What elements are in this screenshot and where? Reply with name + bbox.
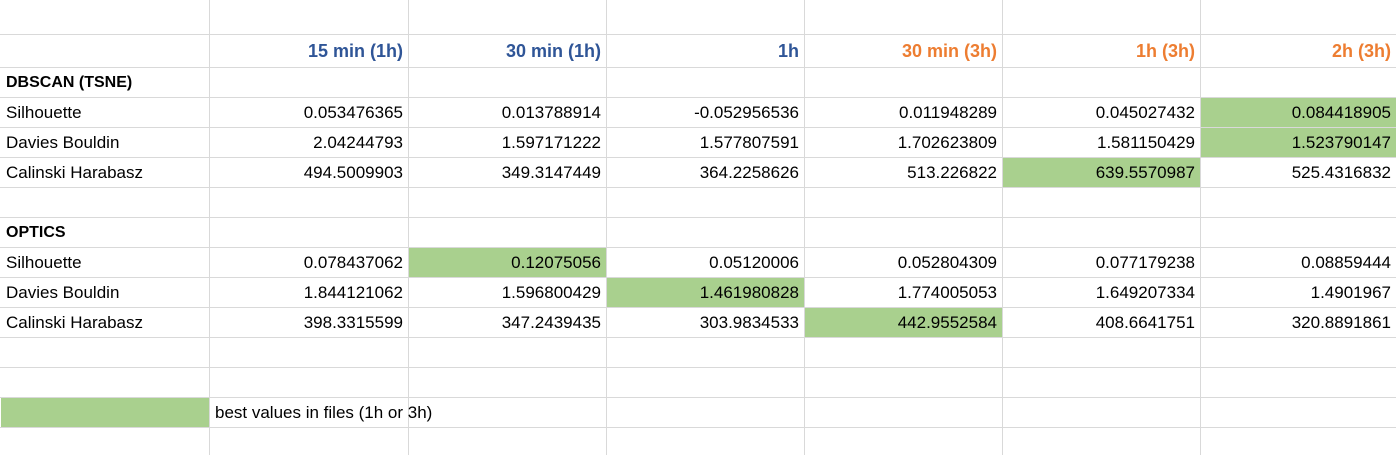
column-header[interactable]: 15 min (1h) — [307, 41, 403, 61]
value-cell[interactable]: 347.2439435 — [501, 313, 601, 332]
metric-label[interactable]: Calinski Harabasz — [6, 163, 143, 182]
column-gridline — [804, 0, 805, 455]
best-value-cell[interactable]: 1.461980828 — [607, 278, 804, 307]
column-gridline — [209, 0, 210, 455]
column-header[interactable]: 1h (3h) — [1135, 41, 1195, 61]
value-cell[interactable]: 1.844121062 — [303, 283, 403, 302]
best-value-cell[interactable]: 639.5570987 — [1003, 158, 1200, 187]
row-gridline — [0, 157, 1396, 158]
value-cell[interactable]: 398.3315599 — [303, 313, 403, 332]
value-cell[interactable]: 1.577807591 — [699, 133, 799, 152]
value-cell[interactable]: 349.3147449 — [501, 163, 601, 182]
value-cell[interactable]: 0.078437062 — [303, 253, 403, 272]
value-cell[interactable]: 320.8891861 — [1291, 313, 1391, 332]
value-cell[interactable]: 1.596800429 — [501, 283, 601, 302]
legend-label[interactable]: best values in files (1h or 3h) — [215, 403, 433, 422]
column-gridline — [606, 0, 607, 455]
value-cell[interactable]: 0.045027432 — [1095, 103, 1195, 122]
column-header[interactable]: 30 min (3h) — [901, 41, 997, 61]
value-cell[interactable]: 364.2258626 — [699, 163, 799, 182]
column-header[interactable]: 1h — [777, 41, 799, 61]
row-gridline — [0, 367, 1396, 368]
value-cell[interactable]: 303.9834533 — [699, 313, 799, 332]
value-cell[interactable]: 0.08859444 — [1301, 253, 1391, 272]
value-cell[interactable]: 0.011948289 — [898, 103, 997, 122]
value-cell[interactable]: 1.774005053 — [897, 283, 997, 302]
row-gridline — [0, 187, 1396, 188]
value-cell[interactable]: 0.053476365 — [303, 103, 403, 122]
value-cell[interactable]: 408.6641751 — [1095, 313, 1195, 332]
row-gridline — [0, 307, 1396, 308]
value-cell[interactable]: 1.649207334 — [1095, 283, 1195, 302]
best-value-cell[interactable]: 0.12075056 — [409, 248, 606, 277]
section-title[interactable]: DBSCAN (TSNE) — [6, 74, 133, 91]
row-gridline — [0, 397, 1396, 398]
value-cell[interactable]: 0.05120006 — [709, 253, 799, 272]
value-cell[interactable]: 0.077179238 — [1095, 253, 1195, 272]
best-value-cell[interactable]: 0.084418905 — [1201, 98, 1396, 127]
value-cell[interactable]: 0.013788914 — [501, 103, 601, 122]
value-cell[interactable]: 1.581150429 — [1096, 133, 1195, 152]
row-gridline — [0, 277, 1396, 278]
row-gridline — [0, 217, 1396, 218]
row-gridline — [0, 127, 1396, 128]
metric-label[interactable]: Silhouette — [6, 253, 82, 272]
value-cell[interactable]: 513.226822 — [907, 163, 997, 182]
value-cell[interactable]: 1.4901967 — [1310, 283, 1391, 302]
metric-label[interactable]: Calinski Harabasz — [6, 313, 143, 332]
row-gridline — [0, 247, 1396, 248]
legend-swatch[interactable] — [1, 398, 209, 427]
row-gridline — [0, 34, 1396, 35]
metric-label[interactable]: Davies Bouldin — [6, 283, 120, 302]
metric-label[interactable]: Davies Bouldin — [6, 133, 120, 152]
row-gridline — [0, 427, 1396, 428]
value-cell[interactable]: 2.04244793 — [313, 133, 403, 152]
best-value-cell[interactable]: 442.9552584 — [805, 308, 1002, 337]
column-header[interactable]: 30 min (1h) — [505, 41, 601, 61]
best-value-cell[interactable]: 1.523790147 — [1201, 128, 1396, 157]
row-gridline — [0, 337, 1396, 338]
value-cell[interactable]: 1.597171222 — [501, 133, 601, 152]
value-cell[interactable]: 1.702623809 — [897, 133, 997, 152]
column-gridline — [1002, 0, 1003, 455]
row-gridline — [0, 97, 1396, 98]
value-cell[interactable]: 525.4316832 — [1291, 163, 1391, 182]
row-gridline — [0, 67, 1396, 68]
metric-label[interactable]: Silhouette — [6, 103, 82, 122]
value-cell[interactable]: -0.052956536 — [694, 103, 799, 122]
section-title[interactable]: OPTICS — [6, 224, 66, 241]
column-gridline — [1200, 0, 1201, 455]
value-cell[interactable]: 0.052804309 — [897, 253, 997, 272]
column-gridline — [408, 0, 409, 455]
value-cell[interactable]: 494.5009903 — [303, 163, 403, 182]
column-header[interactable]: 2h (3h) — [1331, 41, 1391, 61]
